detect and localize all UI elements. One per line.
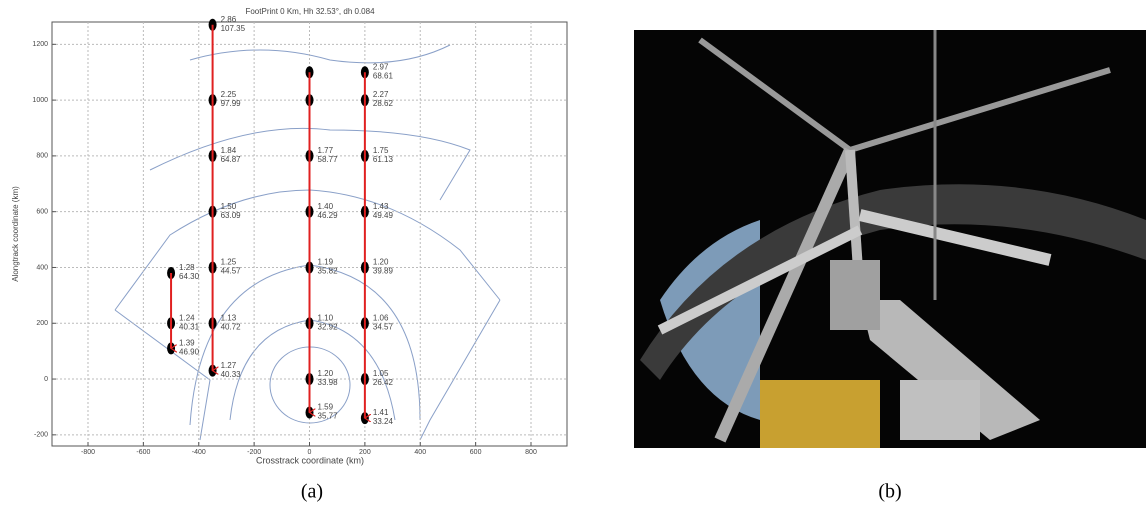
point-label: 1.75 [373, 146, 389, 155]
point-label: 1.19 [318, 258, 334, 267]
point-label: 34.57 [373, 322, 394, 331]
arm [860, 300, 1040, 440]
platform [760, 380, 880, 448]
point-label: 2.97 [373, 62, 389, 71]
point-label: 39.89 [373, 267, 394, 276]
point-label: 1.50 [221, 202, 237, 211]
point-label: 1.05 [373, 369, 389, 378]
y-tick-label: 200 [36, 320, 48, 327]
point-label: 107.35 [221, 24, 246, 33]
contour [149, 127, 471, 201]
x-tick-label: 0 [308, 449, 312, 456]
x-tick-label: -800 [81, 449, 95, 456]
point-label: 58.77 [318, 155, 339, 164]
x-axis-label: Crosstrack coordinate (km) [256, 455, 364, 465]
point-label: 40.31 [179, 322, 200, 331]
point-label: 1.43 [373, 202, 389, 211]
point-label: 1.20 [373, 258, 389, 267]
point-label: 46.90 [179, 347, 200, 356]
point-label: 68.61 [373, 71, 394, 80]
beam [698, 37, 852, 153]
x-tick-label: 600 [470, 449, 482, 456]
beam [714, 147, 856, 443]
point-label: 2.25 [221, 90, 237, 99]
x-tick-label: 800 [525, 449, 537, 456]
point-label: 1.28 [179, 263, 195, 272]
point-label: 1.84 [221, 146, 237, 155]
point-label: 1.06 [373, 313, 389, 322]
point-label: 40.33 [221, 370, 242, 379]
hub [830, 260, 880, 330]
x-tick-label: -600 [136, 449, 150, 456]
platform [900, 380, 980, 440]
x-tick-label: -200 [247, 449, 261, 456]
point-label: 97.99 [221, 99, 242, 108]
point-label: 35.82 [318, 267, 339, 276]
point-label: 1.24 [179, 313, 195, 322]
y-tick-label: 1200 [32, 41, 48, 48]
y-tick-label: 1000 [32, 97, 48, 104]
point-label: 46.29 [318, 211, 339, 220]
contour [189, 44, 451, 64]
point-label: 1.27 [221, 361, 237, 370]
caption: (a) [301, 481, 323, 503]
chart-title: FootPrint 0 Km, Hh 32.53°, dh 0.084 [245, 7, 375, 16]
point-label: 40.72 [221, 322, 242, 331]
y-tick-label: 0 [44, 376, 48, 383]
point-label: 1.39 [179, 338, 195, 347]
point-label: 1.40 [318, 202, 334, 211]
point-label: 64.30 [179, 272, 200, 281]
arm [858, 209, 1052, 266]
point-label: 49.49 [373, 211, 394, 220]
point-label: 64.87 [221, 155, 242, 164]
contour [114, 299, 501, 441]
point-label: 35.77 [318, 412, 339, 421]
caption: (b) [878, 481, 901, 503]
point-label: 61.13 [373, 155, 394, 164]
x-tick-label: -400 [192, 449, 206, 456]
x-tick-label: 400 [414, 449, 426, 456]
point-label: 1.59 [318, 403, 334, 412]
point-label: 1.25 [221, 258, 237, 267]
point-label: 63.09 [221, 211, 242, 220]
point-label: 1.20 [318, 369, 334, 378]
point-label: 1.10 [318, 313, 334, 322]
point-label: 33.24 [373, 417, 394, 426]
y-tick-label: -200 [34, 432, 48, 439]
point-label: 28.62 [373, 99, 394, 108]
point-label: 1.41 [373, 408, 389, 417]
point-label: 2.86 [221, 15, 237, 24]
y-tick-label: 800 [36, 153, 48, 160]
beam [849, 67, 1111, 153]
y-tick-label: 600 [36, 209, 48, 216]
point-label: 32.92 [318, 322, 339, 331]
arm [657, 225, 863, 335]
point-label: 1.13 [221, 313, 237, 322]
y-axis-label: Alongtrack coordinate (km) [11, 186, 20, 282]
x-tick-label: 200 [359, 449, 371, 456]
point-label: 2.27 [373, 90, 389, 99]
y-tick-label: 400 [36, 264, 48, 271]
point-label: 26.42 [373, 378, 394, 387]
point-label: 33.98 [318, 378, 339, 387]
photo [634, 30, 1146, 448]
point-label: 1.77 [318, 146, 334, 155]
point-label: 44.57 [221, 267, 242, 276]
